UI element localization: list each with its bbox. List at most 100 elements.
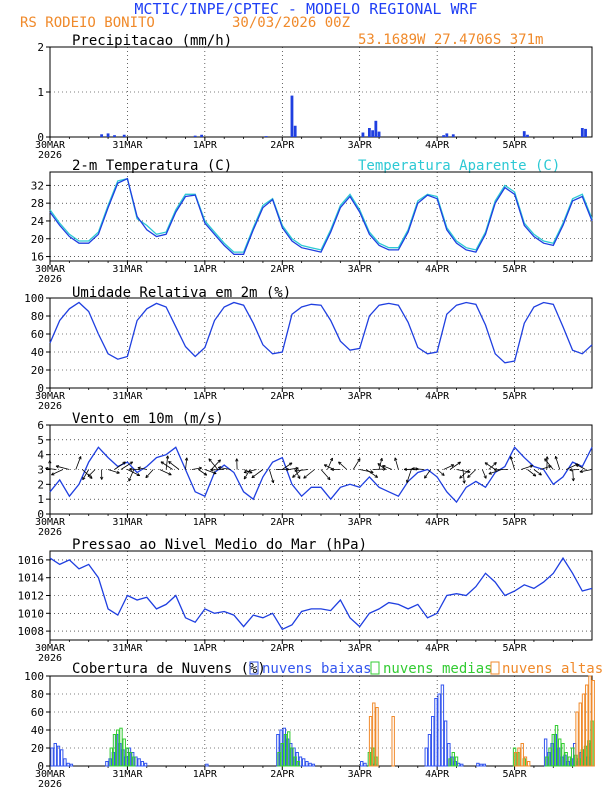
wind-arrow-head	[290, 462, 293, 466]
pressure-xtick-label: 30MAR	[35, 643, 66, 654]
wind-arrow	[510, 456, 515, 470]
humidity-xtick-label: 31MAR	[112, 391, 143, 402]
wind-arrow-head	[532, 475, 536, 477]
wind-arrow	[576, 464, 586, 470]
wind-arrow-head	[55, 465, 60, 467]
wind-arrow	[208, 458, 219, 470]
humidity-xtick-label: 4APR	[425, 391, 450, 402]
wind-arrow-head	[251, 474, 254, 478]
cloud-bar	[105, 761, 109, 767]
wind-arrow	[338, 461, 348, 470]
temperature-ytick-label: 32	[31, 179, 44, 192]
header-run: 30/03/2026 00Z	[232, 15, 350, 31]
wind-arrow-head	[303, 475, 306, 479]
header-coords: 53.1689W 27.4706S 371m	[358, 32, 543, 48]
pressure-xtick-label: 3APR	[348, 643, 373, 654]
cloud-bar	[375, 707, 379, 767]
wind-arrow-head	[236, 458, 239, 462]
wind-arrow-head	[137, 466, 141, 469]
cloud-bar	[137, 758, 141, 767]
wind-arrow-head	[89, 477, 93, 479]
clouds-ytick-label: 60	[31, 706, 44, 719]
temp-title: 2-m Temperatura (C)	[72, 158, 232, 174]
cloud-bar	[116, 729, 120, 767]
cloud-bar	[578, 702, 582, 767]
wind-arrow	[579, 469, 593, 473]
wind-arrow	[204, 469, 217, 475]
wind-arrow-head	[538, 474, 542, 476]
wind-arrow-head	[462, 480, 465, 484]
cloud-bar	[63, 758, 67, 767]
wind-arrow	[243, 469, 257, 473]
cloud-bar	[561, 743, 565, 767]
precip-year-label: 2026	[38, 150, 62, 161]
wind-arrow-head	[403, 467, 408, 470]
precip-bar	[580, 128, 584, 137]
temp-legend: Temperatura Aparente (C)	[358, 158, 560, 174]
cloud-bar	[517, 747, 521, 767]
wind-arrow	[488, 469, 502, 475]
wind-arrow	[168, 461, 180, 470]
humidity-xtick-label: 5APR	[503, 391, 528, 402]
precip-bar	[367, 128, 371, 137]
temperature-xtick-label: 1APR	[193, 264, 218, 275]
wind-arrow-head	[467, 474, 469, 478]
wind-arrow	[87, 469, 96, 477]
humidity-panel	[46, 297, 593, 392]
precip-bar	[293, 125, 297, 137]
wind-arrow	[467, 469, 477, 478]
wind-panel	[45, 424, 593, 518]
wind-arrow-head	[579, 469, 583, 473]
pressure-title: Pressao ao Nivel Medio do Mar (hPa)	[72, 537, 367, 553]
wind-arrow-head	[530, 465, 534, 468]
header-title: MCTIC/INPE/CPTEC - MODELO REGIONAL WRF	[134, 0, 477, 18]
precip-title: Precipitacao (mm/h)	[72, 33, 232, 49]
wind-arrow-head	[186, 457, 189, 461]
wind-arrow-head	[377, 463, 381, 465]
cloud-bar	[53, 743, 57, 767]
precip-xtick-label: 31MAR	[112, 140, 143, 151]
cloud-bar	[431, 716, 435, 767]
header-location: RS RODEIO BONITO	[20, 15, 155, 31]
wind-ytick-label: 3	[37, 464, 44, 477]
cloud-bar	[56, 745, 61, 767]
wind-arrow-head	[458, 461, 461, 465]
wind-arrow-head	[424, 475, 426, 479]
wind-arrow-head	[243, 470, 247, 473]
clouds-year-label: 2026	[38, 779, 62, 790]
wind-arrow-head	[123, 461, 126, 465]
wind-arrow-head	[286, 468, 290, 472]
wind-arrow	[449, 461, 461, 470]
legend-high-label: nuvens altas	[502, 661, 603, 677]
wind-arrow-head	[510, 456, 513, 459]
wind-arrow	[114, 461, 126, 470]
precip-ytick-label: 0	[37, 131, 44, 144]
cloud-bar	[363, 762, 367, 767]
wind-arrow	[159, 469, 172, 476]
cloud-bar	[60, 749, 64, 767]
cloud-bar	[551, 734, 555, 767]
cloud-bar	[119, 727, 123, 767]
wind-arrow	[268, 469, 274, 483]
temperature-series-line	[49, 177, 593, 255]
cloud-bar	[372, 702, 376, 767]
wind-arrow	[282, 462, 293, 470]
temperature-ytick-label: 28	[31, 197, 44, 210]
wind-arrow-head	[292, 474, 295, 478]
cloud-bar	[128, 752, 133, 767]
wind-arrow-head	[167, 455, 170, 459]
wind-arrow-head	[459, 475, 462, 479]
cloud-bar	[311, 763, 316, 767]
wind-arrow-head	[451, 464, 455, 468]
pressure-series-line	[49, 556, 593, 631]
legend-high-swatch	[490, 661, 500, 675]
wind-arrow-head	[297, 476, 301, 479]
cloud-bar	[482, 763, 487, 767]
humidity-ytick-label: 40	[31, 346, 44, 359]
cloud-bar	[545, 756, 549, 767]
wind-arrow-head	[327, 478, 331, 481]
wind-arrow	[45, 467, 57, 470]
precip-bar	[445, 133, 449, 137]
temperature-xtick-label: 3APR	[348, 264, 373, 275]
wind-arrow	[527, 469, 537, 477]
